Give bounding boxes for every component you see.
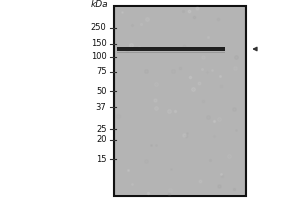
Bar bbox=[114, 6, 246, 196]
Text: 37: 37 bbox=[96, 102, 106, 112]
Text: 250: 250 bbox=[91, 23, 106, 32]
Text: 150: 150 bbox=[91, 40, 106, 48]
Text: 50: 50 bbox=[96, 87, 106, 96]
Bar bbox=[117, 47, 225, 49]
Bar bbox=[116, 7, 244, 195]
Bar bbox=[117, 52, 225, 53]
Bar bbox=[117, 47, 225, 51]
Text: kDa: kDa bbox=[90, 0, 108, 9]
Text: 20: 20 bbox=[96, 136, 106, 144]
Text: 15: 15 bbox=[96, 154, 106, 164]
Text: 100: 100 bbox=[91, 52, 106, 61]
Text: 75: 75 bbox=[96, 68, 106, 76]
Text: 25: 25 bbox=[96, 124, 106, 134]
